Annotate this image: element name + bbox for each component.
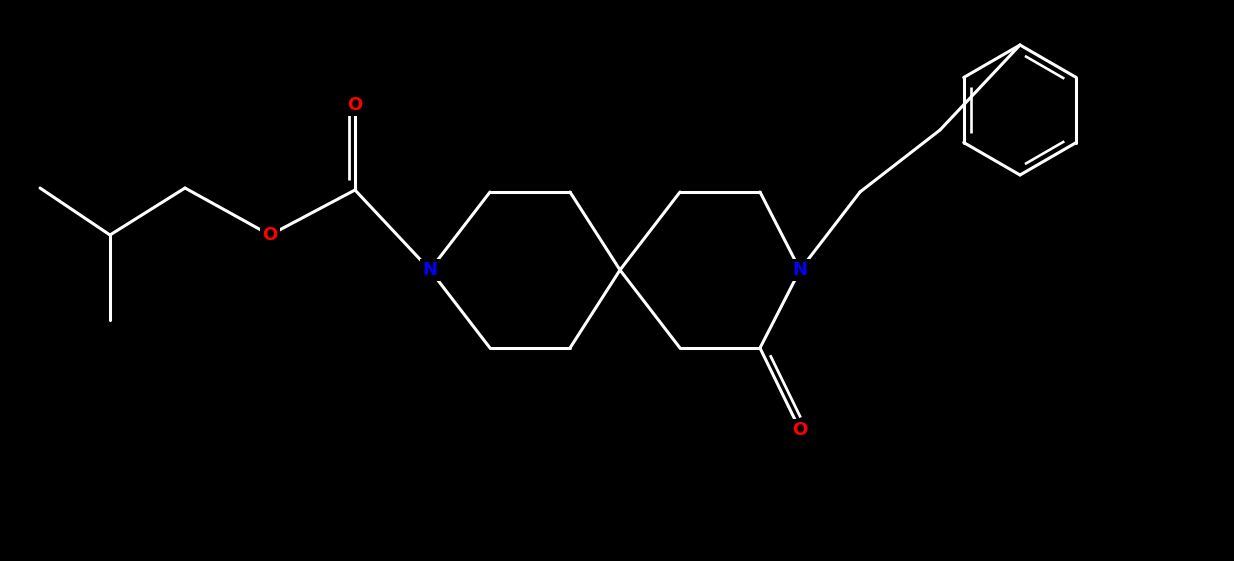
Text: N: N bbox=[422, 261, 438, 279]
Text: O: O bbox=[348, 96, 363, 114]
Text: N: N bbox=[792, 261, 807, 279]
Text: O: O bbox=[792, 421, 807, 439]
Text: O: O bbox=[263, 226, 278, 244]
